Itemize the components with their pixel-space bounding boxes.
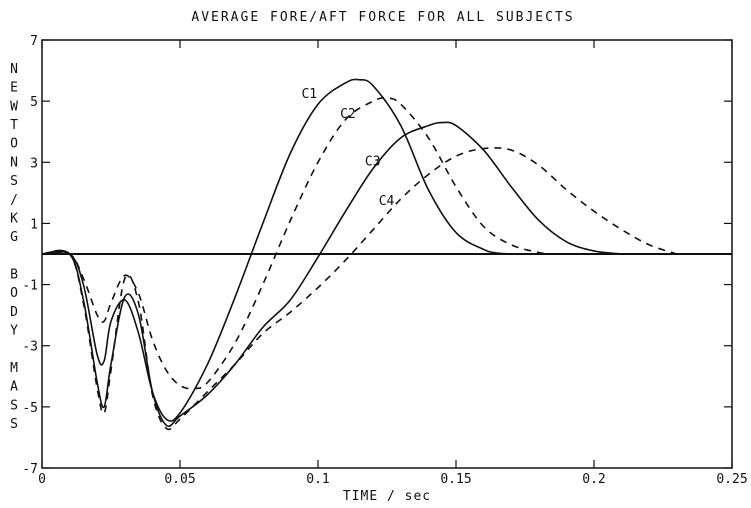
x-tick-label: 0 [38,472,46,487]
y-label-letter: S [10,398,18,413]
y-label-letter: S [10,417,18,432]
y-label-letter: Y [10,324,18,339]
y-label-letter: E [10,81,18,96]
x-tick-label: 0.15 [440,472,471,487]
x-axis-label: TIME / sec [343,489,431,504]
y-label-letter: T [10,118,18,133]
series-label-c1: C1 [301,87,317,102]
y-tick-label: -1 [22,279,38,294]
y-label-letter: O [10,286,18,301]
y-label-letter: O [10,137,18,152]
y-tick-label: 1 [30,217,38,232]
y-tick-label: 5 [30,95,38,110]
axis-ticks [41,39,733,469]
y-label-letter: A [10,380,18,395]
x-tick-label: 0.05 [164,472,195,487]
series-label-c3: C3 [365,154,381,169]
series-line-c3 [41,121,622,428]
series-line-c2 [41,97,553,390]
series-line-c4 [41,147,678,431]
axis-tick-labels: 0 0.05 0.1 0.15 0.2 0.25 -7 -5 -3 -1 1 3 5 7 [22,34,747,487]
series-line-c1 [41,78,512,422]
series-labels: C1 C2 C3 C4 [301,87,394,209]
y-label-letter: / [10,193,18,208]
chart-title: AVERAGE FORE/AFT FORCE FOR ALL SUBJECTS [191,10,574,25]
y-label-letter: B [10,268,18,283]
series-group [41,78,678,431]
y-tick-label: -5 [22,401,38,416]
y-label-letter: D [10,305,18,320]
y-label-letter: N [10,62,18,77]
y-label-letter: M [10,361,18,376]
series-label-c2: C2 [340,107,356,122]
y-label-letter: G [10,230,18,245]
y-label-letter: W [10,99,18,114]
x-tick-label: 0.25 [716,472,747,487]
series-label-c4: C4 [379,194,395,209]
y-tick-label: 3 [30,156,38,171]
y-tick-label: 7 [30,34,38,49]
x-tick-label: 0.2 [582,472,605,487]
y-label-letter: K [10,212,18,227]
y-label-letter: S [10,174,18,189]
x-tick-label: 0.1 [306,472,329,487]
y-tick-label: -3 [22,340,38,355]
y-label-letter: N [10,155,18,170]
y-tick-label: -7 [22,462,38,477]
